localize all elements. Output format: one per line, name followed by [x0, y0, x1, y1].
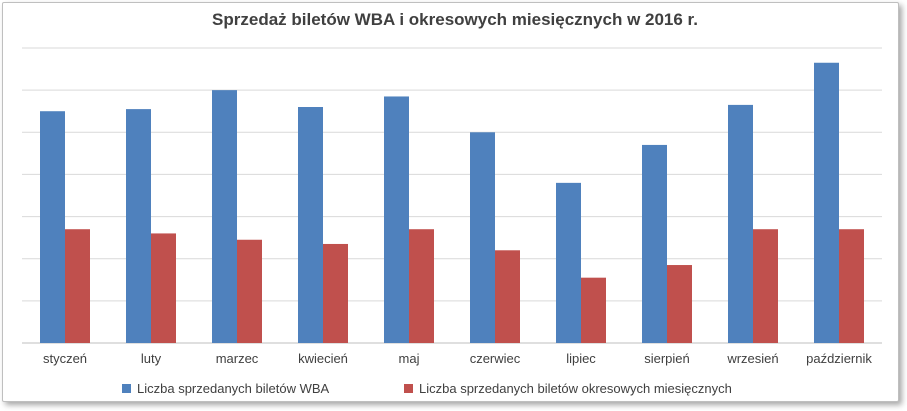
legend: Liczba sprzedanych biletów WBA Liczba spr… — [122, 381, 732, 396]
bar-okresowe-2 — [237, 239, 262, 343]
bar-wba-7 — [642, 144, 667, 343]
bar-okresowe-0 — [65, 229, 90, 343]
bar-wba-5 — [470, 132, 495, 343]
chart-title: Sprzedaż biletów WBA i okresowych miesię… — [212, 10, 698, 29]
bar-wba-8 — [728, 104, 753, 344]
bar-okresowe-1 — [151, 233, 176, 343]
x-tick-label: wrzesień — [726, 351, 778, 366]
bar-okresowe-4 — [409, 229, 434, 343]
bar-wba-6 — [556, 182, 581, 343]
x-tick-label: kwiecień — [298, 351, 348, 366]
x-tick-label: październik — [806, 351, 872, 366]
legend-swatch — [122, 384, 131, 393]
bar-wba-9 — [814, 62, 839, 343]
x-tick-label: lipiec — [566, 351, 596, 366]
bar-okresowe-9 — [839, 229, 864, 343]
bar-okresowe-3 — [323, 243, 348, 343]
x-tick-label: maj — [399, 351, 420, 366]
bar-wba-1 — [126, 109, 151, 343]
x-tick-label: styczeń — [43, 351, 87, 366]
bar-okresowe-6 — [581, 277, 606, 343]
bar-okresowe-5 — [495, 250, 520, 343]
legend-label: Liczba sprzedanych biletów WBA — [137, 381, 330, 396]
bar-okresowe-8 — [753, 229, 778, 343]
x-tick-label: luty — [141, 351, 162, 366]
legend-label: Liczba sprzedanych biletów okresowych mi… — [419, 381, 732, 396]
x-tick-label: marzec — [216, 351, 259, 366]
bar-wba-3 — [298, 107, 323, 343]
x-tick-label: sierpień — [644, 351, 690, 366]
bar-okresowe-7 — [667, 265, 692, 343]
x-axis: styczeń luty marzec kwiecień maj czerwiec lipi… — [43, 351, 872, 366]
legend-swatch — [404, 384, 413, 393]
bar-wba-4 — [384, 96, 409, 343]
bars — [40, 62, 864, 344]
x-tick-label: czerwiec — [470, 351, 521, 366]
bar-wba-2 — [212, 90, 237, 344]
bar-wba-0 — [40, 111, 65, 343]
